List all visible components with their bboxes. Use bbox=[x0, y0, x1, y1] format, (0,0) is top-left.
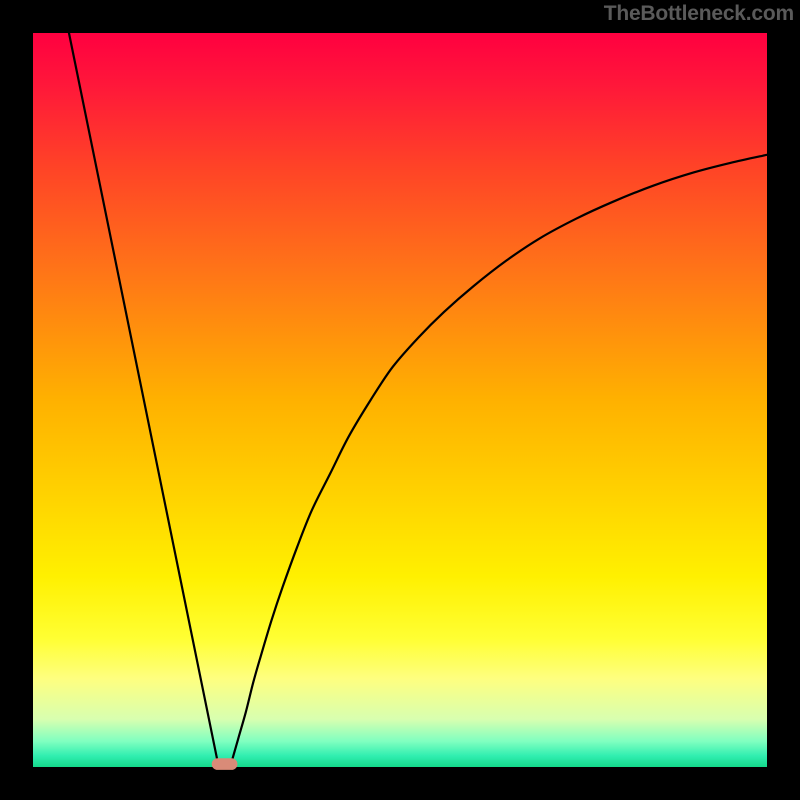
watermark-text: TheBottleneck.com bbox=[604, 2, 794, 26]
vertex-marker bbox=[212, 758, 238, 770]
bottleneck-chart bbox=[0, 0, 800, 800]
